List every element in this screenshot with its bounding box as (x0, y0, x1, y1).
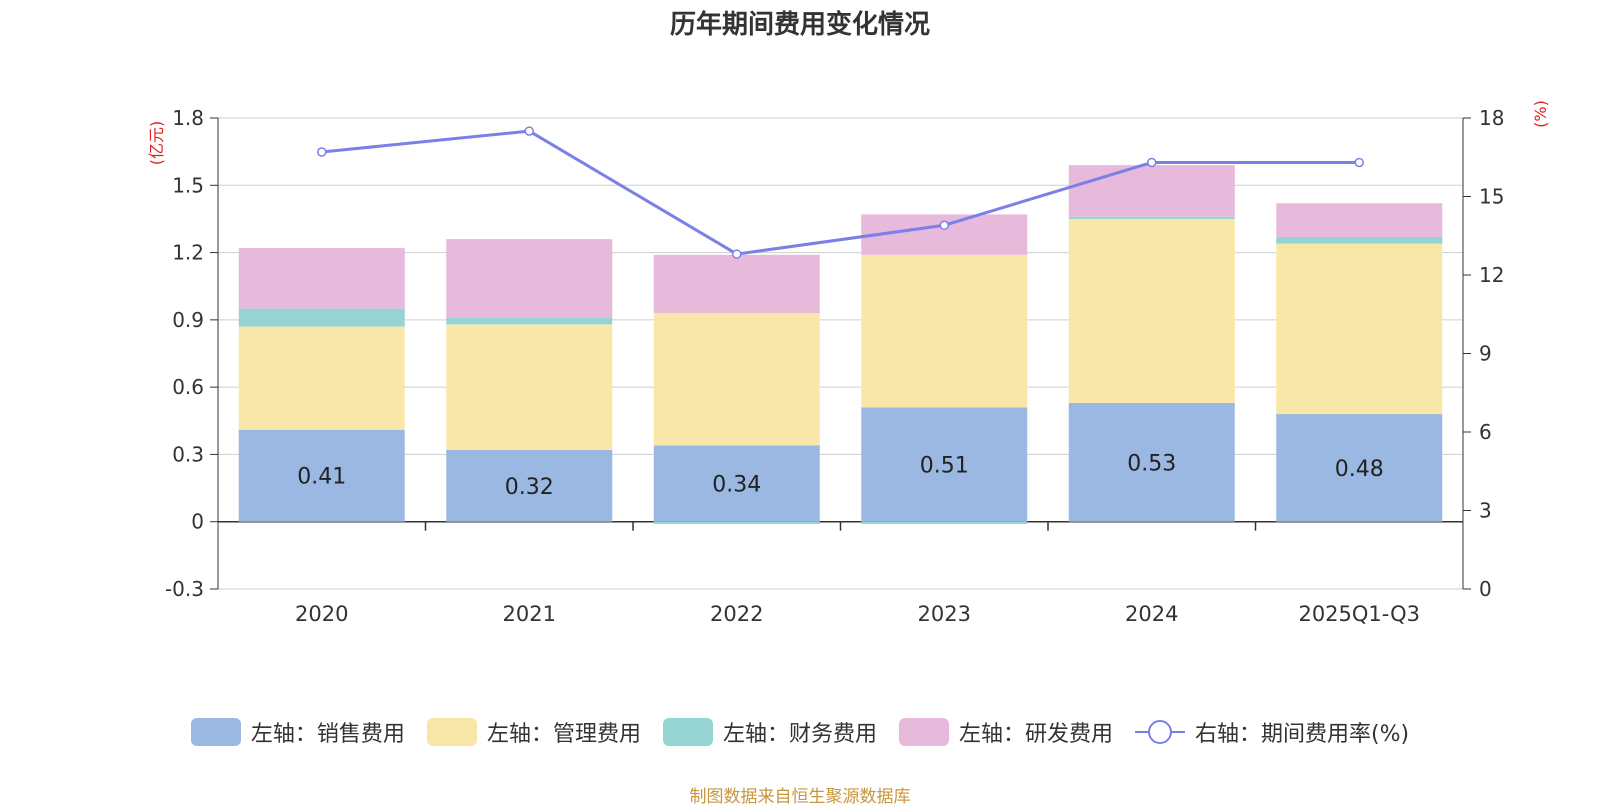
y-right-tick-label: 6 (1479, 420, 1492, 444)
legend-swatch-finance (662, 718, 713, 746)
bar-2022-series-1 (653, 313, 820, 446)
bar-2025Q1-Q3-series-1 (1276, 243, 1443, 415)
legend-item-expense-rate[interactable]: 右轴：期间费用率(%) (1134, 716, 1410, 748)
bar-2020-series-2 (238, 308, 405, 327)
bar-2023-series-1 (861, 254, 1028, 408)
bar-2022-series-3 (653, 254, 820, 314)
y-left-tick-label: 0 (191, 510, 204, 534)
y-left-tick-label: 0.6 (172, 375, 204, 399)
x-tick-label: 2024 (1125, 602, 1178, 626)
legend-item-finance[interactable]: 左轴：财务费用 (662, 716, 877, 748)
data-label: 0.53 (1127, 451, 1176, 476)
legend-swatch-sales (190, 718, 241, 746)
bar-2024-series-2 (1068, 216, 1235, 219)
data-label: 0.34 (712, 473, 761, 498)
x-tick-label: 2021 (503, 602, 556, 626)
y-left-tick-label: 1.8 (172, 106, 204, 130)
bar-2023-series-2 (861, 521, 1028, 524)
bar-2021-series-0 (446, 449, 613, 522)
bar-2022-series-2 (653, 521, 820, 524)
bar-2025Q1-Q3-series-3 (1276, 203, 1443, 237)
legend: 左轴：销售费用 左轴：管理费用 左轴：财务费用 左轴：研发费用 右轴：期间费用率… (0, 716, 1600, 748)
legend-label-rd: 左轴：研发费用 (958, 722, 1113, 747)
y-right-tick-label: 3 (1479, 499, 1492, 523)
y-right-tick-label: 9 (1479, 342, 1492, 366)
y-left-axis-label: (亿元) (147, 121, 166, 166)
data-label: 0.41 (297, 465, 346, 490)
data-label: 0.48 (1335, 457, 1384, 482)
legend-item-rd[interactable]: 左轴：研发费用 (898, 716, 1113, 748)
x-tick-label: 2020 (295, 602, 348, 626)
bar-2024-series-3 (1068, 165, 1235, 217)
expense-rate-point-2025Q1-Q3 (1354, 157, 1364, 168)
legend-label-finance: 左轴：财务费用 (722, 722, 877, 747)
chart-title: 历年期间费用变化情况 (669, 10, 930, 40)
data-label: 0.51 (920, 454, 969, 479)
legend-item-sales[interactable]: 左轴：销售费用 (190, 716, 405, 748)
y-left-tick-label: 1.5 (172, 173, 204, 197)
bar-2021-series-3 (446, 239, 613, 318)
x-tick-label: 2023 (918, 602, 971, 626)
expense-rate-point-2020 (317, 147, 327, 157)
expense-rate-line (321, 129, 1360, 256)
bar-2022-series-0 (653, 445, 820, 522)
bar-2025Q1-Q3-series-2 (1276, 236, 1443, 244)
x-tick-label: 2025Q1-Q3 (1298, 602, 1420, 626)
data-source-note: 制图数据来自恒生聚源数据库 (689, 787, 911, 807)
y-left-tick-label: 0.9 (172, 308, 204, 332)
bar-2021-series-2 (446, 317, 613, 325)
bar-2024-series-1 (1068, 218, 1235, 403)
expense-rate-point-2023 (939, 220, 949, 231)
y-right-tick-label: 0 (1479, 577, 1492, 601)
y-right-tick-label: 12 (1479, 263, 1504, 287)
x-tick-label: 2022 (710, 602, 763, 626)
y-left-tick-label: 1.2 (172, 241, 204, 265)
bar-2021-series-1 (446, 324, 613, 450)
legend-label-expense-rate: 右轴：期间费用率(%) (1194, 722, 1410, 747)
legend-swatch-rd (898, 718, 949, 746)
legend-swatch-expense-rate (1134, 718, 1185, 746)
legend-label-admin: 左轴：管理费用 (486, 722, 641, 747)
bar-2025Q1-Q3-series-0 (1276, 414, 1443, 522)
bar-2020-series-3 (238, 248, 405, 309)
y-right-tick-label: 15 (1479, 185, 1504, 209)
bar-2020-series-1 (238, 326, 405, 430)
expense-rate-point-2021 (524, 126, 534, 136)
legend-label-sales: 左轴：销售费用 (250, 722, 405, 747)
y-right-tick-label: 18 (1479, 106, 1504, 130)
expense-rate-point-2022 (732, 249, 742, 259)
legend-item-admin[interactable]: 左轴：管理费用 (426, 716, 641, 748)
bar-2024-series-0 (1068, 402, 1235, 522)
legend-swatch-admin (426, 718, 477, 746)
bar-2023-series-0 (861, 407, 1028, 522)
expense-rate-point-2024 (1147, 157, 1157, 168)
y-left-tick-label: 0.3 (172, 442, 204, 466)
y-left-tick-label: -0.3 (165, 577, 204, 601)
y-right-axis-label: (%) (1531, 100, 1550, 128)
bar-2020-series-0 (238, 429, 405, 522)
data-label: 0.32 (505, 475, 554, 500)
